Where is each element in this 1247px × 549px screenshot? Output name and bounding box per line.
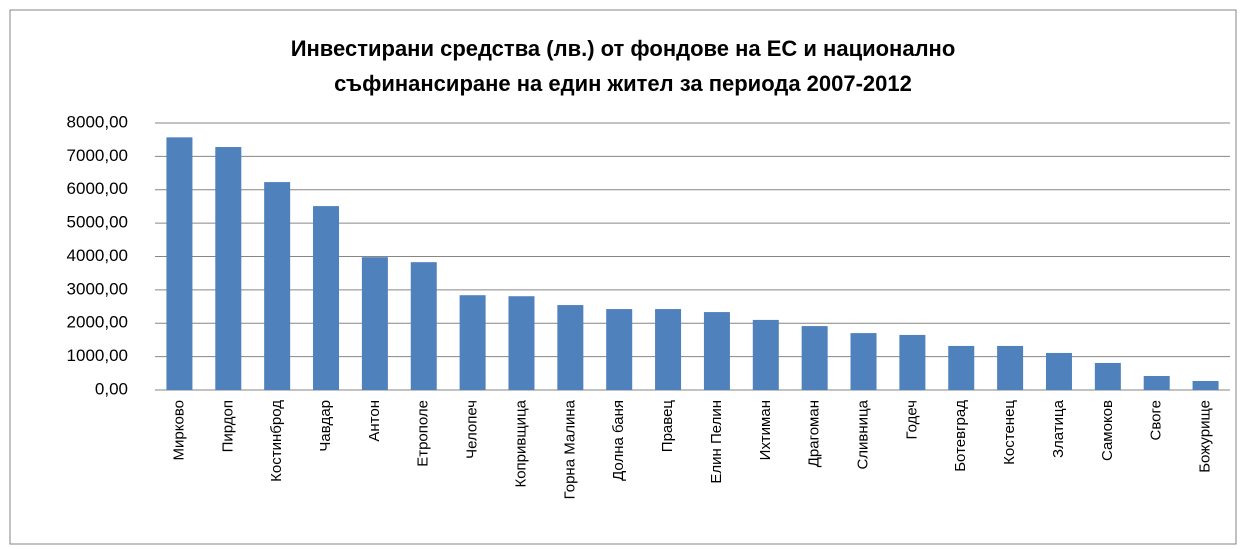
x-tick-label: Антон — [366, 400, 383, 442]
x-tick-label: Копривщица — [512, 399, 529, 487]
bar — [1143, 375, 1170, 390]
bar — [361, 257, 388, 390]
bar — [997, 345, 1024, 390]
x-tick-label: Пирдоп — [219, 400, 236, 452]
bar — [557, 305, 584, 390]
x-tick-label: Елин Пелин — [708, 400, 725, 484]
x-tick-label: Чавдар — [317, 400, 334, 452]
bar — [1045, 352, 1072, 390]
y-tick-label: 7000,00 — [67, 146, 128, 165]
bar — [703, 312, 730, 390]
x-tick-label: Горна Малина — [561, 399, 578, 499]
bar — [850, 333, 877, 390]
bar — [459, 295, 486, 390]
bar — [508, 296, 535, 390]
x-tick-label: Долна баня — [610, 400, 627, 481]
x-tick-label: Своге — [1148, 400, 1165, 440]
x-tick-label: Годеч — [903, 400, 920, 440]
x-tick-label: Челопеч — [464, 400, 481, 459]
x-tick-label: Мирково — [170, 400, 187, 460]
y-tick-label: 1000,00 — [67, 346, 128, 365]
x-tick-label: Сливница — [854, 399, 871, 469]
bar — [655, 309, 682, 390]
bar — [606, 309, 633, 390]
bar — [1094, 362, 1121, 390]
x-tick-label: Златица — [1050, 399, 1067, 458]
x-tick-label: Правец — [659, 400, 676, 453]
bar — [899, 334, 926, 390]
chart-title: Инвестирани средства (лв.) от фондове на… — [291, 36, 956, 61]
x-tick-label: Ботевград — [952, 400, 969, 472]
chart-title: съфинансиране на един жител за периода 2… — [334, 71, 912, 96]
x-tick-label: Костинброд — [268, 400, 285, 482]
bar — [410, 262, 437, 390]
x-tick-label: Драгоман — [806, 400, 823, 467]
y-tick-label: 8000,00 — [67, 112, 128, 131]
x-tick-label: Етрополе — [415, 400, 432, 467]
bar — [752, 319, 779, 390]
y-tick-label: 4000,00 — [67, 246, 128, 265]
bar — [801, 326, 828, 390]
bar — [215, 147, 242, 390]
x-tick-label: Божурище — [1197, 400, 1214, 473]
bar — [166, 137, 193, 390]
bar — [948, 345, 975, 390]
y-tick-label: 6000,00 — [67, 179, 128, 198]
x-tick-label: Костенец — [1001, 400, 1018, 465]
chart-frame — [9, 9, 1237, 545]
y-tick-label: 5000,00 — [67, 213, 128, 232]
bar — [1192, 380, 1219, 390]
y-tick-label: 0,00 — [95, 379, 128, 398]
y-tick-label: 2000,00 — [67, 313, 128, 332]
bar — [264, 182, 291, 390]
x-tick-label: Ихтиман — [757, 400, 774, 460]
y-tick-label: 3000,00 — [67, 279, 128, 298]
bar — [313, 206, 340, 390]
x-tick-label: Самоков — [1099, 400, 1116, 461]
